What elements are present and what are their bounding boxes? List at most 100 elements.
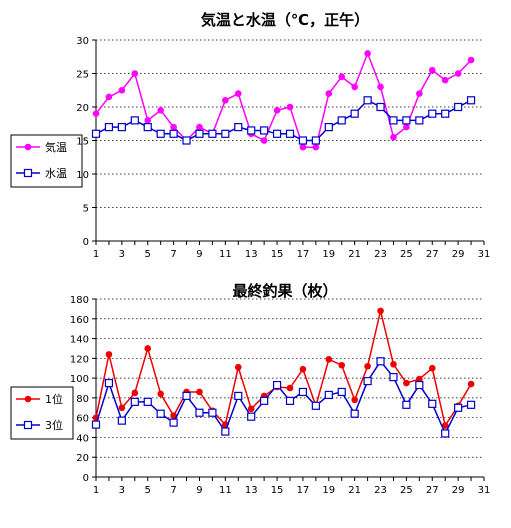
data-point <box>454 70 462 77</box>
data-point <box>325 90 333 97</box>
data-point <box>105 351 113 358</box>
y-tick-label: 20 <box>76 453 89 464</box>
data-point <box>286 384 294 392</box>
data-point <box>208 408 217 417</box>
data-point <box>272 129 282 138</box>
data-point <box>156 129 165 138</box>
legend-marker-3i <box>23 420 33 430</box>
x-tick-label: 23 <box>374 485 387 496</box>
x-tick-label: 27 <box>426 485 439 496</box>
data-point <box>91 420 101 429</box>
data-point <box>273 107 281 114</box>
chart-2-legend: 1位 3位 <box>10 386 74 440</box>
data-point <box>324 122 333 132</box>
data-point <box>402 400 411 409</box>
data-point <box>156 409 165 418</box>
data-point <box>402 116 411 125</box>
x-tick-label: 17 <box>297 249 310 260</box>
data-point <box>390 360 397 368</box>
x-tick-label: 9 <box>196 249 202 260</box>
data-point <box>130 116 139 125</box>
data-point <box>144 117 152 124</box>
x-tick-label: 29 <box>452 249 465 260</box>
y-tick-label: 100 <box>70 374 89 385</box>
series-line-2 <box>95 360 472 436</box>
data-point <box>454 403 463 412</box>
legend-label-1i: 1位 <box>45 392 63 406</box>
data-point <box>169 129 178 138</box>
data-point <box>247 126 256 135</box>
data-point <box>324 390 333 400</box>
data-point <box>428 66 436 74</box>
y-tick-label: 25 <box>76 70 89 81</box>
y-tick-label: 0 <box>83 473 89 484</box>
data-point <box>389 116 398 125</box>
x-tick-label: 7 <box>170 485 176 496</box>
y-tick-label: 40 <box>76 433 89 444</box>
x-tick-label: 19 <box>322 485 335 496</box>
x-tick-label: 19 <box>322 249 335 260</box>
data-point <box>298 387 308 397</box>
x-tick-label: 11 <box>219 485 232 496</box>
data-point <box>196 123 203 131</box>
data-point <box>143 122 152 132</box>
y-tick-label: 15 <box>76 137 89 148</box>
legend-label-suion: 水温 <box>45 167 67 180</box>
x-tick-label: 7 <box>170 249 176 260</box>
data-point <box>337 387 346 397</box>
data-point <box>182 136 191 145</box>
data-point <box>364 50 371 57</box>
data-point <box>195 129 204 138</box>
data-point <box>247 405 255 413</box>
data-point <box>363 376 372 386</box>
y-tick-label: 5 <box>83 204 89 215</box>
data-point <box>285 129 295 138</box>
x-tick-label: 13 <box>245 485 258 496</box>
x-tick-label: 21 <box>348 249 361 260</box>
data-point <box>131 389 139 397</box>
y-tick-label: 0 <box>83 237 89 248</box>
data-point <box>376 102 385 112</box>
data-point <box>376 357 385 366</box>
data-point <box>285 396 295 405</box>
y-tick-label: 30 <box>76 36 89 47</box>
data-point <box>363 96 372 105</box>
x-tick-label: 27 <box>426 249 439 260</box>
data-point <box>104 122 114 132</box>
data-point <box>92 110 100 117</box>
y-tick-label: 80 <box>76 394 89 405</box>
data-point <box>428 364 436 372</box>
data-point <box>169 418 178 427</box>
data-point <box>143 397 152 406</box>
x-tick-label: 1 <box>93 485 99 496</box>
data-point <box>389 373 398 382</box>
data-point <box>196 388 203 396</box>
data-point <box>403 379 410 387</box>
data-point <box>221 427 230 436</box>
data-point <box>260 137 268 144</box>
data-point <box>350 409 359 418</box>
series-line-1 <box>95 310 472 428</box>
x-tick-label: 11 <box>219 249 232 260</box>
data-point <box>105 93 113 101</box>
legend-marker-suion <box>23 168 33 178</box>
x-tick-label: 17 <box>297 485 310 496</box>
data-point <box>299 143 307 151</box>
data-point <box>234 122 243 132</box>
data-point <box>377 307 384 315</box>
data-point <box>170 123 177 131</box>
y-tick-label: 60 <box>76 414 89 425</box>
data-point <box>467 380 475 388</box>
data-point <box>312 143 320 151</box>
chart-2-title: 最終釣果（枚） <box>232 282 337 300</box>
data-point <box>428 399 437 408</box>
data-point <box>170 412 177 419</box>
data-point <box>441 422 449 429</box>
data-point <box>311 136 320 145</box>
data-point <box>325 356 333 363</box>
x-tick-label: 5 <box>145 249 151 260</box>
